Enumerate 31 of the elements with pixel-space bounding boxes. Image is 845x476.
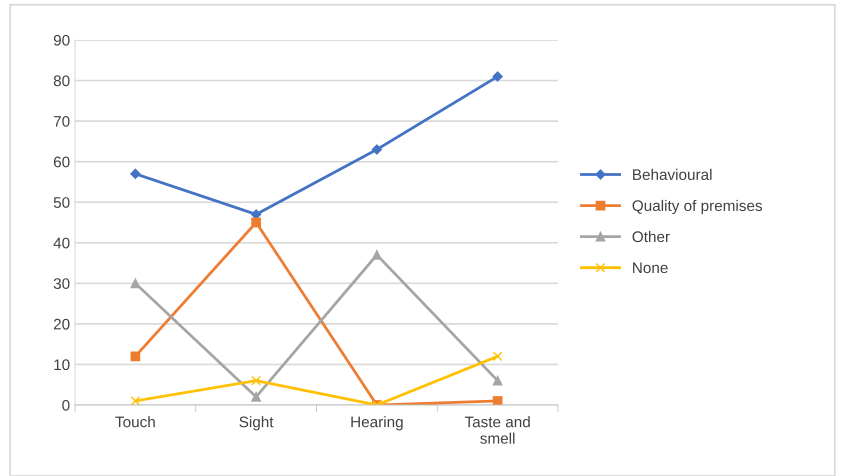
point [251,218,261,228]
point [372,250,382,260]
point [130,278,140,288]
point [130,351,140,362]
y-tick-label: 90 [54,34,70,46]
x-tick-label: Taste and smell [464,416,530,444]
point [251,392,261,402]
point [492,351,502,362]
y-tick-label: 30 [54,278,70,290]
point [130,396,140,405]
y-tick-label: 40 [54,238,70,248]
x-tick-label: Hearing [351,416,403,430]
legend-label: Quality of premises [632,200,762,214]
point [492,71,503,82]
y-tick-label: 0 [62,400,70,411]
point [372,144,382,155]
y-tick-label: 50 [54,197,70,208]
y-tick-label: 20 [54,318,70,330]
y-tick-label: 60 [54,156,70,168]
point [251,376,261,386]
point [492,396,502,405]
legend-label: None [633,262,668,274]
legend-label: Other [632,230,670,242]
y-tick-label: 80 [54,75,70,86]
point [492,376,502,386]
y-tick-label: 10 [54,359,70,370]
point [130,168,140,179]
x-tick-label: Touch [115,416,155,428]
x-tick-label: Sight [239,416,274,430]
legend-label: Behavioural [633,168,712,180]
y-tick-label: 70 [54,116,70,127]
